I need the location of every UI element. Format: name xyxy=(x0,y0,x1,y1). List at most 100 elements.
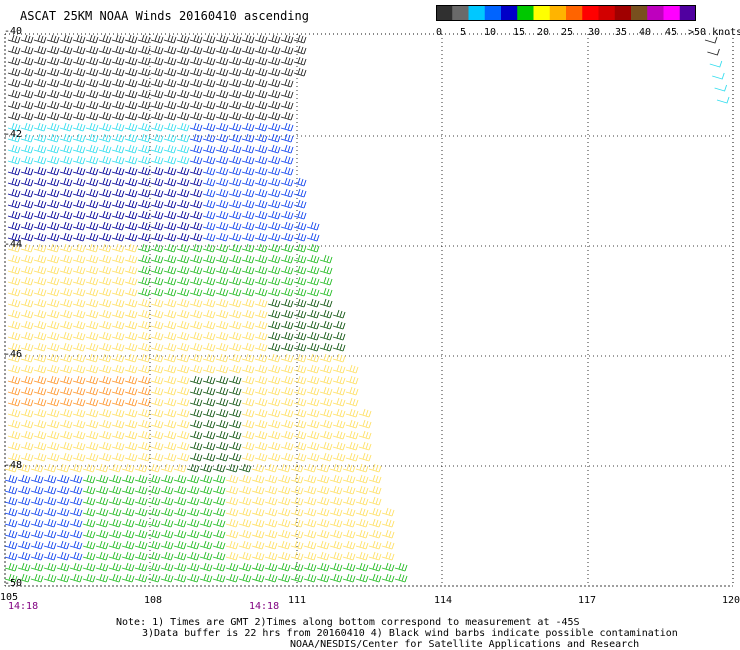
wind-barb xyxy=(124,210,138,220)
wind-barb xyxy=(306,221,320,231)
wind-barb xyxy=(306,430,320,440)
wind-barb xyxy=(241,342,255,352)
wind-barb xyxy=(108,551,122,561)
wind-barb xyxy=(267,166,281,176)
wind-barb xyxy=(59,309,73,319)
wind-barb xyxy=(124,342,138,352)
wind-barb xyxy=(59,287,73,297)
wind-barb xyxy=(20,45,34,55)
wind-barb xyxy=(124,56,138,66)
wind-barb xyxy=(124,254,138,264)
wind-barb xyxy=(228,309,242,319)
wind-barb xyxy=(241,254,255,264)
wind-barb xyxy=(254,265,268,275)
wind-barb xyxy=(59,221,73,231)
wind-barb xyxy=(254,199,268,209)
wind-barb xyxy=(46,353,60,363)
wind-barb xyxy=(20,375,34,385)
wind-barb xyxy=(228,111,242,121)
wind-barb xyxy=(95,518,109,528)
wind-barb xyxy=(254,133,268,143)
wind-barb xyxy=(30,507,44,517)
wind-barb xyxy=(202,287,216,297)
wind-barb xyxy=(228,430,242,440)
wind-barb xyxy=(82,518,96,528)
wind-barb xyxy=(280,441,294,451)
wind-barb xyxy=(202,210,216,220)
wind-barb xyxy=(306,309,320,319)
wind-barb xyxy=(46,210,60,220)
wind-barb xyxy=(59,375,73,385)
wind-barb xyxy=(59,177,73,187)
wind-barb xyxy=(329,562,343,572)
wind-barb xyxy=(215,287,229,297)
wind-barb xyxy=(111,298,125,308)
wind-barb xyxy=(59,133,73,143)
wind-barb xyxy=(254,89,268,99)
wind-barb xyxy=(46,177,60,187)
wind-barb xyxy=(280,89,294,99)
wind-barb xyxy=(72,397,86,407)
colorbar-swatch xyxy=(517,5,534,21)
wind-barb xyxy=(163,144,177,154)
wind-barb xyxy=(147,474,161,484)
wind-barb xyxy=(134,518,148,528)
wind-barb xyxy=(293,386,307,396)
wind-barb xyxy=(241,232,255,242)
wind-barb xyxy=(251,540,265,550)
wind-barb xyxy=(342,551,356,561)
wind-barb xyxy=(355,562,369,572)
wind-barb xyxy=(85,386,99,396)
wind-barb xyxy=(342,474,356,484)
wind-barb xyxy=(176,276,190,286)
wind-barb xyxy=(33,397,47,407)
wind-barb xyxy=(238,474,252,484)
wind-barb xyxy=(20,419,34,429)
wind-barb xyxy=(59,342,73,352)
wind-barb xyxy=(33,298,47,308)
wind-barb xyxy=(163,386,177,396)
wind-barb xyxy=(345,452,359,462)
wind-barb xyxy=(137,430,151,440)
wind-barb xyxy=(72,276,86,286)
time-label: 14:18 xyxy=(8,601,39,612)
wind-barb xyxy=(215,386,229,396)
wind-barb xyxy=(332,342,346,352)
wind-barb xyxy=(124,78,138,88)
wind-barb xyxy=(202,232,216,242)
wind-barb xyxy=(137,441,151,451)
wind-barb xyxy=(228,441,242,451)
wind-barb xyxy=(202,122,216,132)
wind-barb xyxy=(150,375,164,385)
wind-barb xyxy=(85,56,99,66)
wind-barb xyxy=(264,485,278,495)
wind-barb xyxy=(33,122,47,132)
wind-barb xyxy=(98,265,112,275)
wind-barb xyxy=(59,430,73,440)
wind-barb xyxy=(215,155,229,165)
wind-barb xyxy=(33,276,47,286)
wind-barb xyxy=(267,111,281,121)
wind-barb xyxy=(293,254,307,264)
wind-barb xyxy=(85,265,99,275)
wind-barb xyxy=(111,441,125,451)
wind-barb xyxy=(176,133,190,143)
wind-barb xyxy=(150,221,164,231)
wind-barb xyxy=(202,221,216,231)
wind-barb xyxy=(134,496,148,506)
wind-barb xyxy=(160,518,174,528)
wind-barb xyxy=(124,419,138,429)
wind-barb xyxy=(319,298,333,308)
wind-barb xyxy=(59,155,73,165)
wind-barb xyxy=(254,122,268,132)
wind-barb xyxy=(316,551,330,561)
wind-barb xyxy=(173,562,187,572)
wind-barb xyxy=(150,89,164,99)
wind-barb xyxy=(189,397,203,407)
wind-barb xyxy=(59,166,73,176)
lon-label: 120 xyxy=(722,595,740,606)
wind-barb xyxy=(20,188,34,198)
wind-barb xyxy=(7,452,21,462)
wind-barb xyxy=(69,529,83,539)
wind-barb xyxy=(241,298,255,308)
